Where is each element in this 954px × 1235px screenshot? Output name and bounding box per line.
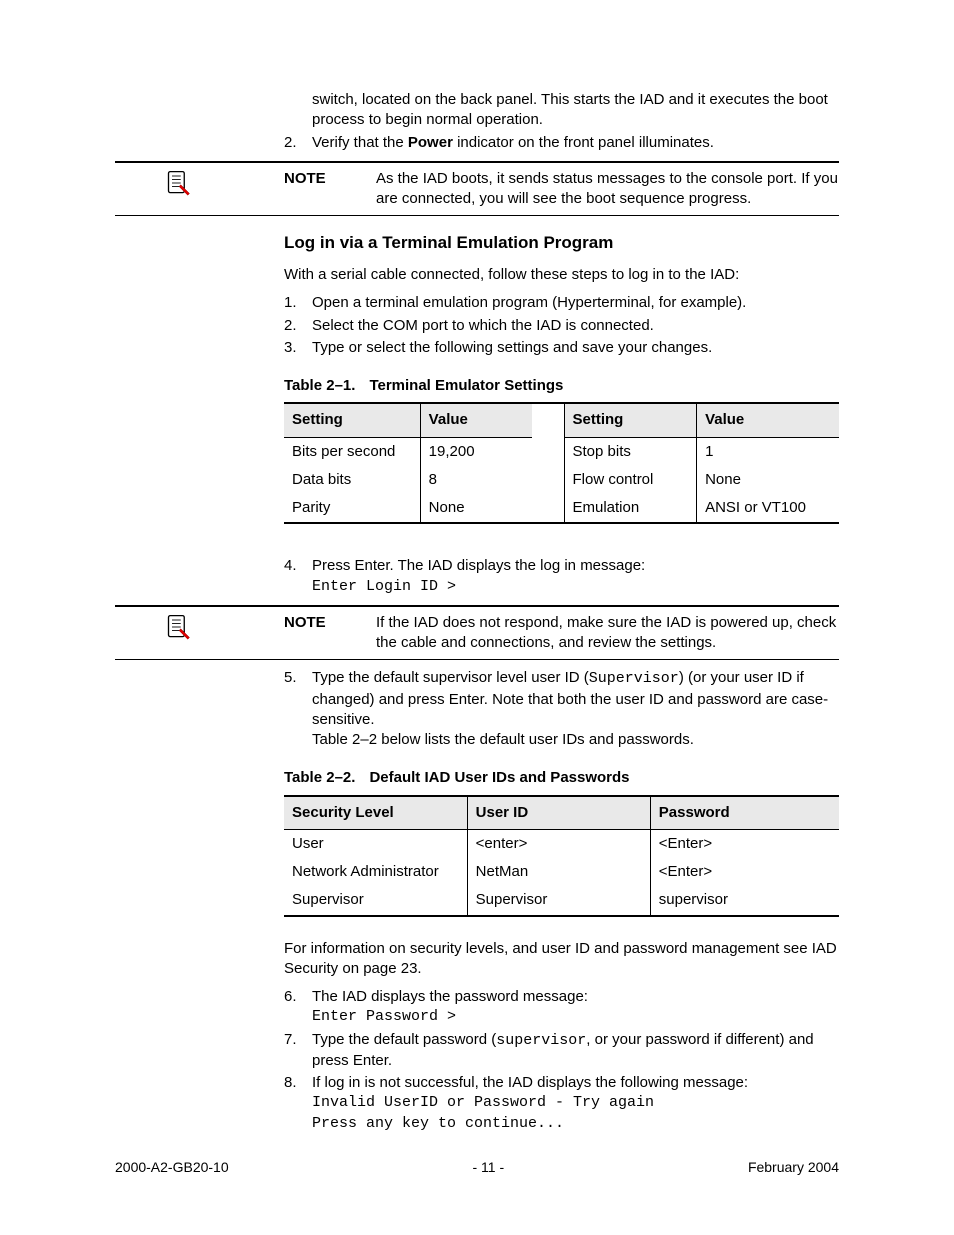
table-user-ids: Security Level User ID Password User <en… xyxy=(284,795,839,915)
th-setting-2: Setting xyxy=(564,403,697,437)
note-icon xyxy=(115,169,284,210)
login-step-2: 2. Select the COM port to which the IAD … xyxy=(284,316,839,336)
cell-setting: Parity xyxy=(284,494,420,522)
th-setting: Setting xyxy=(284,403,420,437)
step-text: Press Enter. The IAD displays the log in… xyxy=(312,556,839,576)
list-number: 3. xyxy=(284,338,312,358)
login-step-5: 5. Type the default supervisor level use… xyxy=(284,668,839,750)
console-output: Enter Password > xyxy=(312,1007,839,1027)
note-text: If the IAD does not respond, make sure t… xyxy=(376,613,839,654)
login-step-4: 4. Press Enter. The IAD displays the log… xyxy=(284,556,839,597)
cell-value: None xyxy=(420,494,532,522)
note-label: NOTE xyxy=(284,169,376,210)
section-heading: Log in via a Terminal Emulation Program xyxy=(284,232,839,255)
footer-left: 2000-A2-GB20-10 xyxy=(115,1158,229,1177)
table-title: Terminal Emulator Settings xyxy=(369,377,563,394)
step-text: Select the COM port to which the IAD is … xyxy=(312,316,839,336)
table-row: Data bits 8 Flow control None xyxy=(284,466,839,494)
cell-setting: Flow control xyxy=(564,466,697,494)
cell-pwd: <Enter> xyxy=(650,858,839,886)
list-number: 4. xyxy=(284,556,312,597)
cell-setting: Stop bits xyxy=(564,437,697,466)
table-row: User <enter> <Enter> xyxy=(284,829,839,858)
cell-value: 19,200 xyxy=(420,437,532,466)
table-terminal-settings: Setting Value Setting Value Bits per sec… xyxy=(284,402,839,522)
gap-col xyxy=(532,403,564,437)
step-text: Type or select the following settings an… xyxy=(312,338,839,358)
table-row: Supervisor Supervisor supervisor xyxy=(284,886,839,914)
login-step-8: 8. If log in is not successful, the IAD … xyxy=(284,1073,839,1134)
list-number: 7. xyxy=(284,1030,312,1072)
list-number: 1. xyxy=(284,293,312,313)
list-number: 2. xyxy=(284,133,312,153)
step-text: The IAD displays the password message: xyxy=(312,987,839,1007)
th-security-level: Security Level xyxy=(284,796,467,830)
text-fragment: Type the default password ( xyxy=(312,1031,496,1048)
login-step-7: 7. Type the default password (supervisor… xyxy=(284,1030,839,1072)
console-output: Invalid UserID or Password - Try again xyxy=(312,1093,839,1113)
page: switch, located on the back panel. This … xyxy=(0,0,954,1235)
cell-sec: Supervisor xyxy=(284,886,467,914)
cell-uid: <enter> xyxy=(467,829,650,858)
table-number: Table 2–1. xyxy=(284,377,355,394)
table-number: Table 2–2. xyxy=(284,769,355,786)
cell-value: ANSI or VT100 xyxy=(697,494,839,522)
list-number: 6. xyxy=(284,987,312,1028)
th-password: Password xyxy=(650,796,839,830)
footer-right: February 2004 xyxy=(748,1158,839,1177)
login-step-6: 6. The IAD displays the password message… xyxy=(284,987,839,1028)
table-title: Default IAD User IDs and Passwords xyxy=(369,769,629,786)
list-number: 8. xyxy=(284,1073,312,1134)
cell-value: None xyxy=(697,466,839,494)
step-text: Verify that the Power indicator on the f… xyxy=(312,133,839,153)
table-row: Parity None Emulation ANSI or VT100 xyxy=(284,494,839,522)
mono-inline: Supervisor xyxy=(589,670,679,687)
table-row: Network Administrator NetMan <Enter> xyxy=(284,858,839,886)
list-number: 5. xyxy=(284,668,312,750)
login-step-1: 1. Open a terminal emulation program (Hy… xyxy=(284,293,839,313)
list-number: 2. xyxy=(284,316,312,336)
cell-pwd: supervisor xyxy=(650,886,839,914)
section-intro: With a serial cable connected, follow th… xyxy=(284,265,839,285)
cell-setting: Data bits xyxy=(284,466,420,494)
cell-uid: Supervisor xyxy=(467,886,650,914)
security-info-para: For information on security levels, and … xyxy=(284,939,839,980)
note-label: NOTE xyxy=(284,613,376,654)
cell-sec: User xyxy=(284,829,467,858)
cell-uid: NetMan xyxy=(467,858,650,886)
intro-step-2: 2. Verify that the Power indicator on th… xyxy=(284,133,839,153)
cell-setting: Bits per second xyxy=(284,437,420,466)
table-row: Bits per second 19,200 Stop bits 1 xyxy=(284,437,839,466)
text-fragment: Verify that the xyxy=(312,134,408,151)
text-fragment: indicator on the front panel illuminates… xyxy=(453,134,714,151)
note-block-1: NOTE As the IAD boots, it sends status m… xyxy=(115,161,839,217)
mono-inline: supervisor xyxy=(496,1032,586,1049)
step-text: If log in is not successful, the IAD dis… xyxy=(312,1073,839,1093)
table-1-caption: Table 2–1. Terminal Emulator Settings xyxy=(284,376,839,396)
intro-para: switch, located on the back panel. This … xyxy=(284,90,839,153)
note-block-2: NOTE If the IAD does not respond, make s… xyxy=(115,605,839,661)
cell-value: 1 xyxy=(697,437,839,466)
bold-word: Power xyxy=(408,134,453,151)
intro-paragraph: switch, located on the back panel. This … xyxy=(312,90,839,131)
th-value-2: Value xyxy=(697,403,839,437)
table-2-caption: Table 2–2. Default IAD User IDs and Passw… xyxy=(284,768,839,788)
page-footer: 2000-A2-GB20-10 - 11 - February 2004 xyxy=(115,1158,839,1177)
console-output: Enter Login ID > xyxy=(312,577,839,597)
console-output: Press any key to continue... xyxy=(312,1114,839,1134)
cell-pwd: <Enter> xyxy=(650,829,839,858)
login-step-3: 3. Type or select the following settings… xyxy=(284,338,839,358)
note-text: As the IAD boots, it sends status messag… xyxy=(376,169,839,210)
cell-value: 8 xyxy=(420,466,532,494)
cell-sec: Network Administrator xyxy=(284,858,467,886)
cell-setting: Emulation xyxy=(564,494,697,522)
note-icon xyxy=(115,613,284,654)
main-column: switch, located on the back panel. This … xyxy=(284,90,839,1134)
th-user-id: User ID xyxy=(467,796,650,830)
step-text: Open a terminal emulation program (Hyper… xyxy=(312,293,839,313)
step-subtext: Table 2–2 below lists the default user I… xyxy=(312,730,839,750)
text-fragment: Type the default supervisor level user I… xyxy=(312,669,589,686)
th-value: Value xyxy=(420,403,532,437)
footer-center: - 11 - xyxy=(472,1158,504,1177)
